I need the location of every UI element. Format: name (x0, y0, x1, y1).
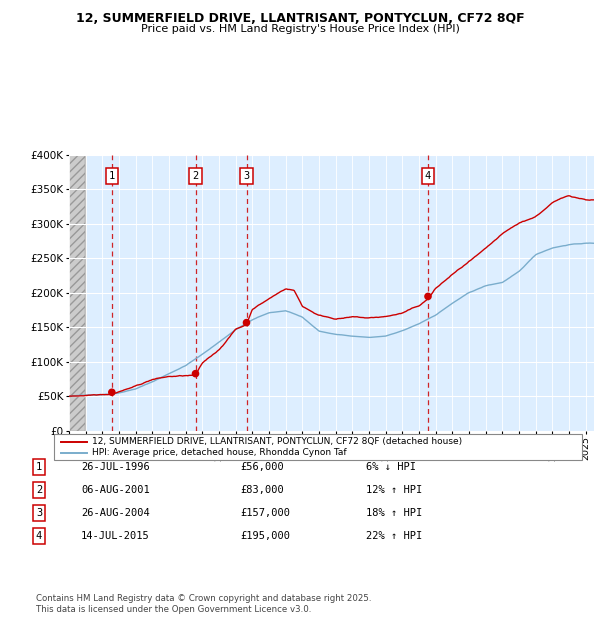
Text: Price paid vs. HM Land Registry's House Price Index (HPI): Price paid vs. HM Land Registry's House … (140, 24, 460, 33)
Text: £56,000: £56,000 (240, 462, 284, 472)
Text: 22% ↑ HPI: 22% ↑ HPI (366, 531, 422, 541)
Point (423, 291, 433, 301)
Text: 3: 3 (36, 508, 42, 518)
Text: 12% ↑ HPI: 12% ↑ HPI (366, 485, 422, 495)
Text: HPI: Average price, detached house, Rhondda Cynon Taf: HPI: Average price, detached house, Rhon… (92, 448, 346, 457)
Point (242, 317, 251, 327)
Text: £83,000: £83,000 (240, 485, 284, 495)
Text: 12, SUMMERFIELD DRIVE, LLANTRISANT, PONTYCLUN, CF72 8QF: 12, SUMMERFIELD DRIVE, LLANTRISANT, PONT… (76, 12, 524, 25)
Text: 18% ↑ HPI: 18% ↑ HPI (366, 508, 422, 518)
Text: 4: 4 (425, 170, 431, 180)
Point (191, 369, 200, 379)
Text: 4: 4 (36, 531, 42, 541)
Text: 12, SUMMERFIELD DRIVE, LLANTRISANT, PONTYCLUN, CF72 8QF (detached house): 12, SUMMERFIELD DRIVE, LLANTRISANT, PONT… (92, 437, 462, 446)
Text: 6% ↓ HPI: 6% ↓ HPI (366, 462, 416, 472)
Text: 06-AUG-2001: 06-AUG-2001 (81, 485, 150, 495)
Text: 26-AUG-2004: 26-AUG-2004 (81, 508, 150, 518)
Text: 26-JUL-1996: 26-JUL-1996 (81, 462, 150, 472)
Bar (69, 155, 85, 431)
Text: 2: 2 (193, 170, 199, 180)
Text: 2: 2 (36, 485, 42, 495)
Text: 3: 3 (244, 170, 250, 180)
Point (107, 388, 116, 397)
Bar (69, 155, 85, 431)
Text: 1: 1 (109, 170, 115, 180)
Text: £157,000: £157,000 (240, 508, 290, 518)
Text: 1: 1 (36, 462, 42, 472)
Text: 14-JUL-2015: 14-JUL-2015 (81, 531, 150, 541)
Text: Contains HM Land Registry data © Crown copyright and database right 2025.
This d: Contains HM Land Registry data © Crown c… (36, 595, 371, 614)
Text: £195,000: £195,000 (240, 531, 290, 541)
